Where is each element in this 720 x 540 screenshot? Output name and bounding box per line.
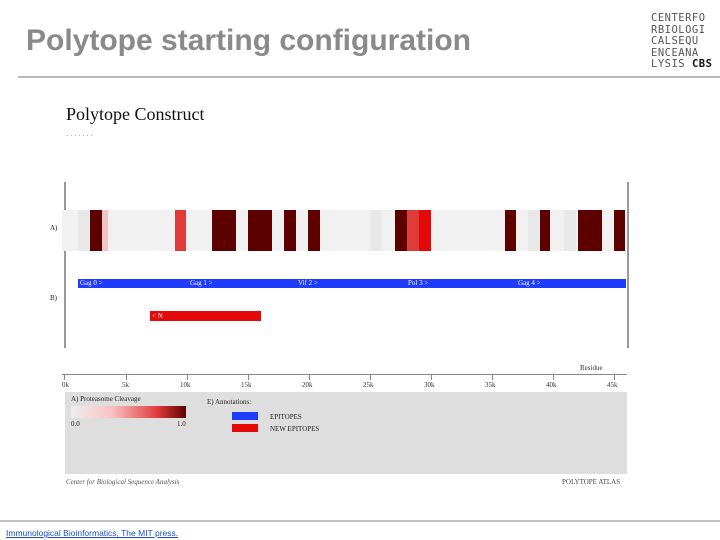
cleavage-segment xyxy=(407,210,419,251)
cleavage-segment xyxy=(505,210,516,251)
cleavage-track xyxy=(62,210,627,251)
figure-footer-left: Center for Biological Sequence Analysis xyxy=(66,478,179,487)
logo-line: RBIOLOGI xyxy=(651,23,706,36)
logo-line: LYSIS CBS xyxy=(651,58,717,71)
figure-title: Polytope Construct xyxy=(66,104,205,124)
cleavage-segment xyxy=(370,210,382,251)
axis-tick xyxy=(64,375,65,380)
cleavage-segment xyxy=(90,210,102,251)
cleavage-segment xyxy=(284,210,296,251)
axis-tick-label: 20k xyxy=(302,381,313,389)
axis-tick-label: 35k xyxy=(485,381,496,389)
logo-line: ENCEANA xyxy=(651,46,699,59)
new-epitope-swatch xyxy=(232,424,258,432)
axis-tick xyxy=(126,375,127,380)
axis-tick xyxy=(431,375,432,380)
cleavage-segment xyxy=(528,210,540,251)
logo-line: CENTERFO xyxy=(651,12,706,24)
epitope-block: Gag 1 > xyxy=(190,279,213,287)
axis-tick-label: 15k xyxy=(241,381,252,389)
cleavage-segment xyxy=(212,210,236,251)
residue-axis: 0k 5k 10k 15k 20k 25k 30k 35k 40k 45k xyxy=(62,374,627,389)
cleavage-segment xyxy=(614,210,625,251)
title-divider xyxy=(18,76,720,78)
epitope-track: Gag 0 > Gag 1 > Vif 2 > Pol 3 > Gag 4 > xyxy=(78,279,626,288)
new-epitope-legend-label: NEW EPITOPES xyxy=(270,425,320,433)
axis-tick-label: 5k xyxy=(122,381,129,389)
figure-subtitle: · · · · · · · xyxy=(66,132,93,140)
logo-text: LYSIS xyxy=(651,58,692,70)
cleavage-segment xyxy=(175,210,186,251)
polytope-figure: Polytope Construct · · · · · · · A) B) G… xyxy=(50,96,640,501)
logo-cbs: CBS xyxy=(691,58,713,70)
cleavage-segment xyxy=(578,210,602,251)
axis-tick-label: 30k xyxy=(424,381,435,389)
axis-tick xyxy=(370,375,371,380)
track-left-border xyxy=(64,182,66,348)
axis-tick xyxy=(614,375,615,380)
figure-footer-right: POLYTOPE ATLAS xyxy=(562,478,621,486)
axis-tick-label: 40k xyxy=(546,381,557,389)
cleavage-segment xyxy=(395,210,407,251)
cleavage-segment xyxy=(419,210,431,251)
figure-legend: A) Proteasome Cleavage 0.0 1.0 E) Annota… xyxy=(65,392,627,474)
epitope-legend-label: EPITOPES xyxy=(270,413,302,421)
cleavage-segment xyxy=(564,210,576,251)
epitope-block: Vif 2 > xyxy=(298,279,318,287)
cleavage-segment xyxy=(248,210,272,251)
figure-footer-org: Center for Biological Sequence Analysis xyxy=(66,478,180,486)
annotations-legend-title: E) Annotations: xyxy=(207,398,252,406)
axis-tick-label: 45k xyxy=(607,381,618,389)
track-right-border xyxy=(627,182,629,348)
axis-tick xyxy=(309,375,310,380)
footer-divider xyxy=(0,520,720,522)
cleavage-segment xyxy=(540,210,550,251)
axis-title: Residue xyxy=(580,364,603,372)
epitope-swatch xyxy=(232,412,258,420)
axis-tick-label: 10k xyxy=(180,381,191,389)
axis-tick xyxy=(187,375,188,380)
cleavage-legend-title: A) Proteasome Cleavage xyxy=(71,395,141,403)
cleavage-segment xyxy=(308,210,320,251)
slide-title: Polytope starting configuration xyxy=(26,24,472,57)
epitope-block: Pol 3 > xyxy=(408,279,429,287)
row-b-label: B) xyxy=(50,294,57,302)
cleavage-segment xyxy=(78,210,90,251)
cleavage-gradient xyxy=(71,406,186,418)
epitope-block: Gag 0 > xyxy=(80,279,103,287)
axis-tick-label: 0k xyxy=(62,381,69,389)
logo-line: CALSEQU xyxy=(651,35,699,47)
credit-link[interactable]: Immunological Bioinformatics, The MIT pr… xyxy=(6,528,179,538)
cleavage-min: 0.0 xyxy=(71,420,80,428)
new-epitope-bar: < N xyxy=(150,311,261,321)
row-a-label: A) xyxy=(50,224,58,232)
epitope-block: Gag 4 > xyxy=(518,279,541,287)
cleavage-segment xyxy=(102,210,108,251)
axis-tick xyxy=(553,375,554,380)
axis-tick xyxy=(248,375,249,380)
cleavage-max: 1.0 xyxy=(177,420,186,428)
axis-tick xyxy=(492,375,493,380)
axis-tick-label: 25k xyxy=(363,381,374,389)
cbs-logo: CENTERFO RBIOLOGI CALSEQU ENCEANA LYSIS … xyxy=(651,12,717,71)
